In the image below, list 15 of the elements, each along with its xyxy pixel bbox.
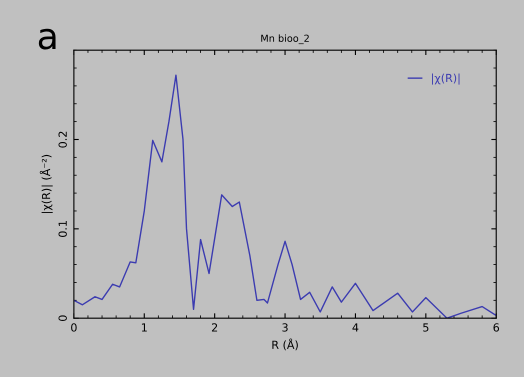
y-tick-label: 0.2 (58, 132, 67, 148)
chart-title: Mn bioo_2 (261, 34, 309, 44)
x-tick-label: 5 (423, 323, 428, 332)
x-tick-label: 6 (493, 323, 500, 332)
x-tick-label: 1 (142, 323, 147, 332)
x-axis-title: R (Å) (272, 338, 298, 350)
text: a (38, 28, 56, 50)
x-tick-label: 3 (282, 323, 288, 332)
y-tick-label: 0.1 (58, 221, 67, 237)
y-axis-title: |χ(R)| (Å⁻²) (40, 154, 53, 213)
x-tick-label: 4 (352, 323, 358, 332)
x-tick-label: 0 (71, 323, 77, 332)
y-tick-label: 0 (58, 315, 67, 321)
x-tick-label: 2 (212, 323, 218, 332)
legend-label: |χ(R)| (432, 74, 460, 85)
